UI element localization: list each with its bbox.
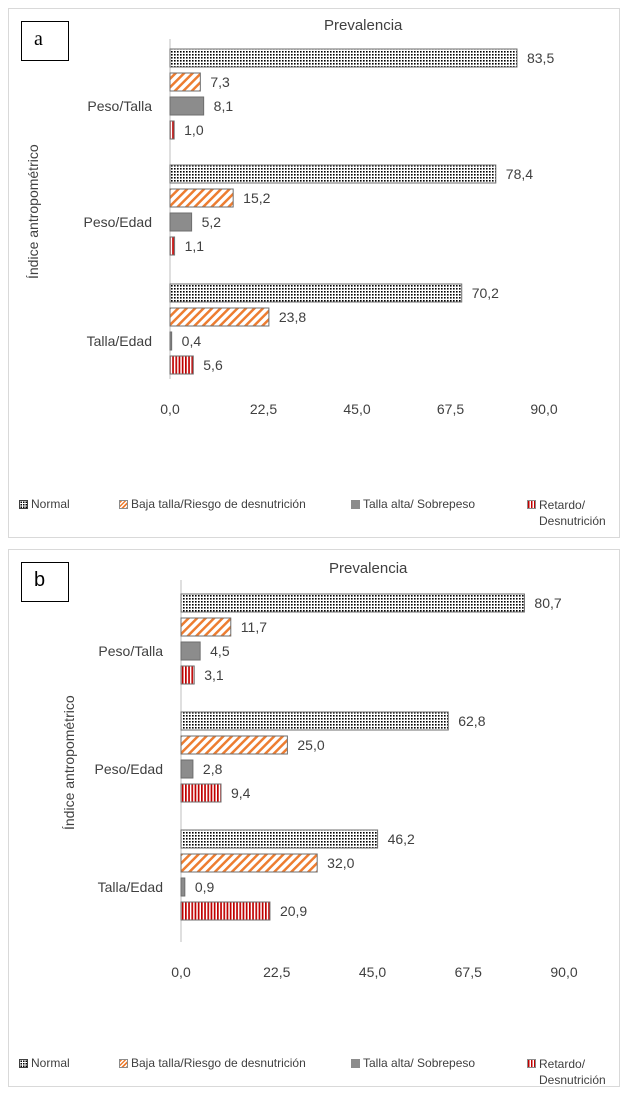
data-label-normal-talla-edad: 70,2	[472, 285, 499, 301]
x-tick-label: 22,5	[263, 964, 290, 980]
legend-item-normal: Normal	[19, 497, 70, 511]
data-label-baja-talla-riesgo-de-desnutricion-peso-edad: 15,2	[243, 190, 270, 206]
legend-swatch	[119, 1059, 128, 1068]
bar-normal-talla-edad	[180, 829, 379, 849]
data-label-retardo-desnutricion-peso-talla: 1,0	[184, 122, 204, 138]
data-label-normal-peso-edad: 62,8	[458, 713, 485, 729]
category-label-talla-edad: Talla/Edad	[87, 333, 152, 349]
data-label-talla-alta-sobrepeso-talla-edad: 0,9	[195, 879, 215, 895]
legend-swatch	[527, 500, 536, 509]
x-tick-label: 90,0	[550, 964, 577, 980]
legend-label: Talla alta/ Sobrepeso	[363, 497, 476, 511]
bar-retardo-desnutricion-talla-edad	[180, 901, 271, 921]
chart-title: Prevalencia	[324, 17, 403, 34]
bar-baja-talla-riesgo-de-desnutricion-peso-talla	[180, 617, 232, 637]
bar-retardo-desnutricion-peso-edad	[180, 783, 222, 803]
bar-retardo-desnutricion-peso-talla	[169, 120, 175, 140]
bar-normal-peso-edad	[180, 711, 449, 731]
legend-item-baja-talla-riesgo-de-desnutricion: Baja talla/Riesgo de desnutrición	[119, 497, 306, 511]
legend-item-talla-alta-sobrepeso: Talla alta/ Sobrepeso	[351, 497, 475, 511]
x-tick-label: 90,0	[530, 401, 557, 417]
data-label-normal-talla-edad: 46,2	[388, 831, 415, 847]
bar-talla-alta-sobrepeso-talla-edad	[169, 331, 173, 351]
chart-panel-b: b Prevalencia Índice antropométrico Peso…	[8, 549, 620, 1087]
data-label-talla-alta-sobrepeso-peso-edad: 2,8	[203, 761, 223, 777]
x-tick-label: 45,0	[343, 401, 370, 417]
data-label-normal-peso-talla: 83,5	[527, 50, 554, 66]
category-label-peso-talla: Peso/Talla	[87, 98, 152, 114]
legend-label: Retardo/ Desnutrición	[539, 498, 606, 528]
legend-swatch	[351, 500, 360, 509]
legend-item-retardo-desnutricion: Retardo/ Desnutrición	[527, 497, 617, 529]
x-tick-label: 67,5	[455, 964, 482, 980]
chart-title: Prevalencia	[329, 560, 408, 577]
legend-swatch	[119, 500, 128, 509]
category-label-talla-edad: Talla/Edad	[98, 879, 163, 895]
bar-retardo-desnutricion-talla-edad	[169, 355, 194, 375]
bar-talla-alta-sobrepeso-peso-talla	[180, 641, 201, 661]
bar-normal-peso-talla	[169, 48, 518, 68]
legend-item-retardo-desnutricion: Retardo/ Desnutrición	[527, 1056, 617, 1088]
data-label-talla-alta-sobrepeso-peso-talla: 8,1	[214, 98, 234, 114]
x-tick-label: 0,0	[160, 401, 180, 417]
legend-swatch	[351, 1059, 360, 1068]
data-label-talla-alta-sobrepeso-peso-edad: 5,2	[202, 214, 222, 230]
bar-baja-talla-riesgo-de-desnutricion-peso-edad	[169, 188, 234, 208]
bar-retardo-desnutricion-peso-edad	[169, 236, 176, 256]
x-tick-label: 0,0	[171, 964, 191, 980]
data-label-retardo-desnutricion-peso-edad: 9,4	[231, 785, 251, 801]
bar-normal-talla-edad	[169, 283, 463, 303]
legend-swatch	[19, 500, 28, 509]
x-tick-label: 45,0	[359, 964, 386, 980]
bar-talla-alta-sobrepeso-peso-talla	[169, 96, 205, 116]
data-label-baja-talla-riesgo-de-desnutricion-peso-talla: 7,3	[210, 74, 230, 90]
legend-label: Talla alta/ Sobrepeso	[363, 1056, 476, 1070]
bar-baja-talla-riesgo-de-desnutricion-talla-edad	[169, 307, 270, 327]
category-label-peso-talla: Peso/Talla	[98, 643, 163, 659]
data-label-baja-talla-riesgo-de-desnutricion-peso-edad: 25,0	[297, 737, 324, 753]
x-tick-label: 67,5	[437, 401, 464, 417]
data-label-talla-alta-sobrepeso-peso-talla: 4,5	[210, 643, 230, 659]
bar-normal-peso-edad	[169, 164, 497, 184]
legend-swatch	[19, 1059, 28, 1068]
data-label-baja-talla-riesgo-de-desnutricion-talla-edad: 32,0	[327, 855, 354, 871]
panel-label: b	[21, 562, 69, 602]
bar-retardo-desnutricion-peso-talla	[180, 665, 195, 685]
legend-item-talla-alta-sobrepeso: Talla alta/ Sobrepeso	[351, 1056, 475, 1070]
bar-baja-talla-riesgo-de-desnutricion-talla-edad	[180, 853, 318, 873]
legend-item-baja-talla-riesgo-de-desnutricion: Baja talla/Riesgo de desnutrición	[119, 1056, 306, 1070]
legend-label: Baja talla/Riesgo de desnutrición	[131, 497, 306, 511]
legend-label: Retardo/ Desnutrición	[539, 1057, 606, 1087]
bar-baja-talla-riesgo-de-desnutricion-peso-edad	[180, 735, 288, 755]
legend-label: Normal	[31, 1056, 70, 1070]
data-label-retardo-desnutricion-peso-talla: 3,1	[204, 667, 224, 683]
category-label-peso-edad: Peso/Edad	[84, 214, 153, 230]
data-label-normal-peso-talla: 80,7	[534, 595, 561, 611]
data-label-talla-alta-sobrepeso-talla-edad: 0,4	[182, 333, 202, 349]
bar-normal-peso-talla	[180, 593, 525, 613]
bar-baja-talla-riesgo-de-desnutricion-peso-talla	[169, 72, 201, 92]
bar-talla-alta-sobrepeso-peso-edad	[169, 212, 193, 232]
bar-chart-plot: Peso/Talla 83,5 7,3 8,1 1,0 Peso/Edad 78,4 15,2…	[84, 39, 558, 417]
bar-talla-alta-sobrepeso-peso-edad	[180, 759, 194, 779]
chart-panel-a: a Prevalencia Índice antropométrico Peso…	[8, 8, 620, 538]
category-label-peso-edad: Peso/Edad	[95, 761, 164, 777]
panel-label: a	[21, 21, 69, 61]
legend-item-normal: Normal	[19, 1056, 70, 1070]
legend-label: Normal	[31, 497, 70, 511]
data-label-baja-talla-riesgo-de-desnutricion-peso-talla: 11,7	[241, 619, 267, 635]
bar-talla-alta-sobrepeso-talla-edad	[180, 877, 186, 897]
data-label-retardo-desnutricion-talla-edad: 5,6	[203, 357, 223, 373]
legend-label: Baja talla/Riesgo de desnutrición	[131, 1056, 306, 1070]
bar-chart-plot: Peso/Talla 80,7 11,7 4,5 3,1 Peso/Edad 62,8 25,…	[95, 580, 578, 980]
data-label-baja-talla-riesgo-de-desnutricion-talla-edad: 23,8	[279, 309, 306, 325]
data-label-retardo-desnutricion-peso-edad: 1,1	[185, 238, 205, 254]
data-label-normal-peso-edad: 78,4	[506, 166, 533, 182]
legend-swatch	[527, 1059, 536, 1068]
data-label-retardo-desnutricion-talla-edad: 20,9	[280, 903, 307, 919]
x-tick-label: 22,5	[250, 401, 277, 417]
